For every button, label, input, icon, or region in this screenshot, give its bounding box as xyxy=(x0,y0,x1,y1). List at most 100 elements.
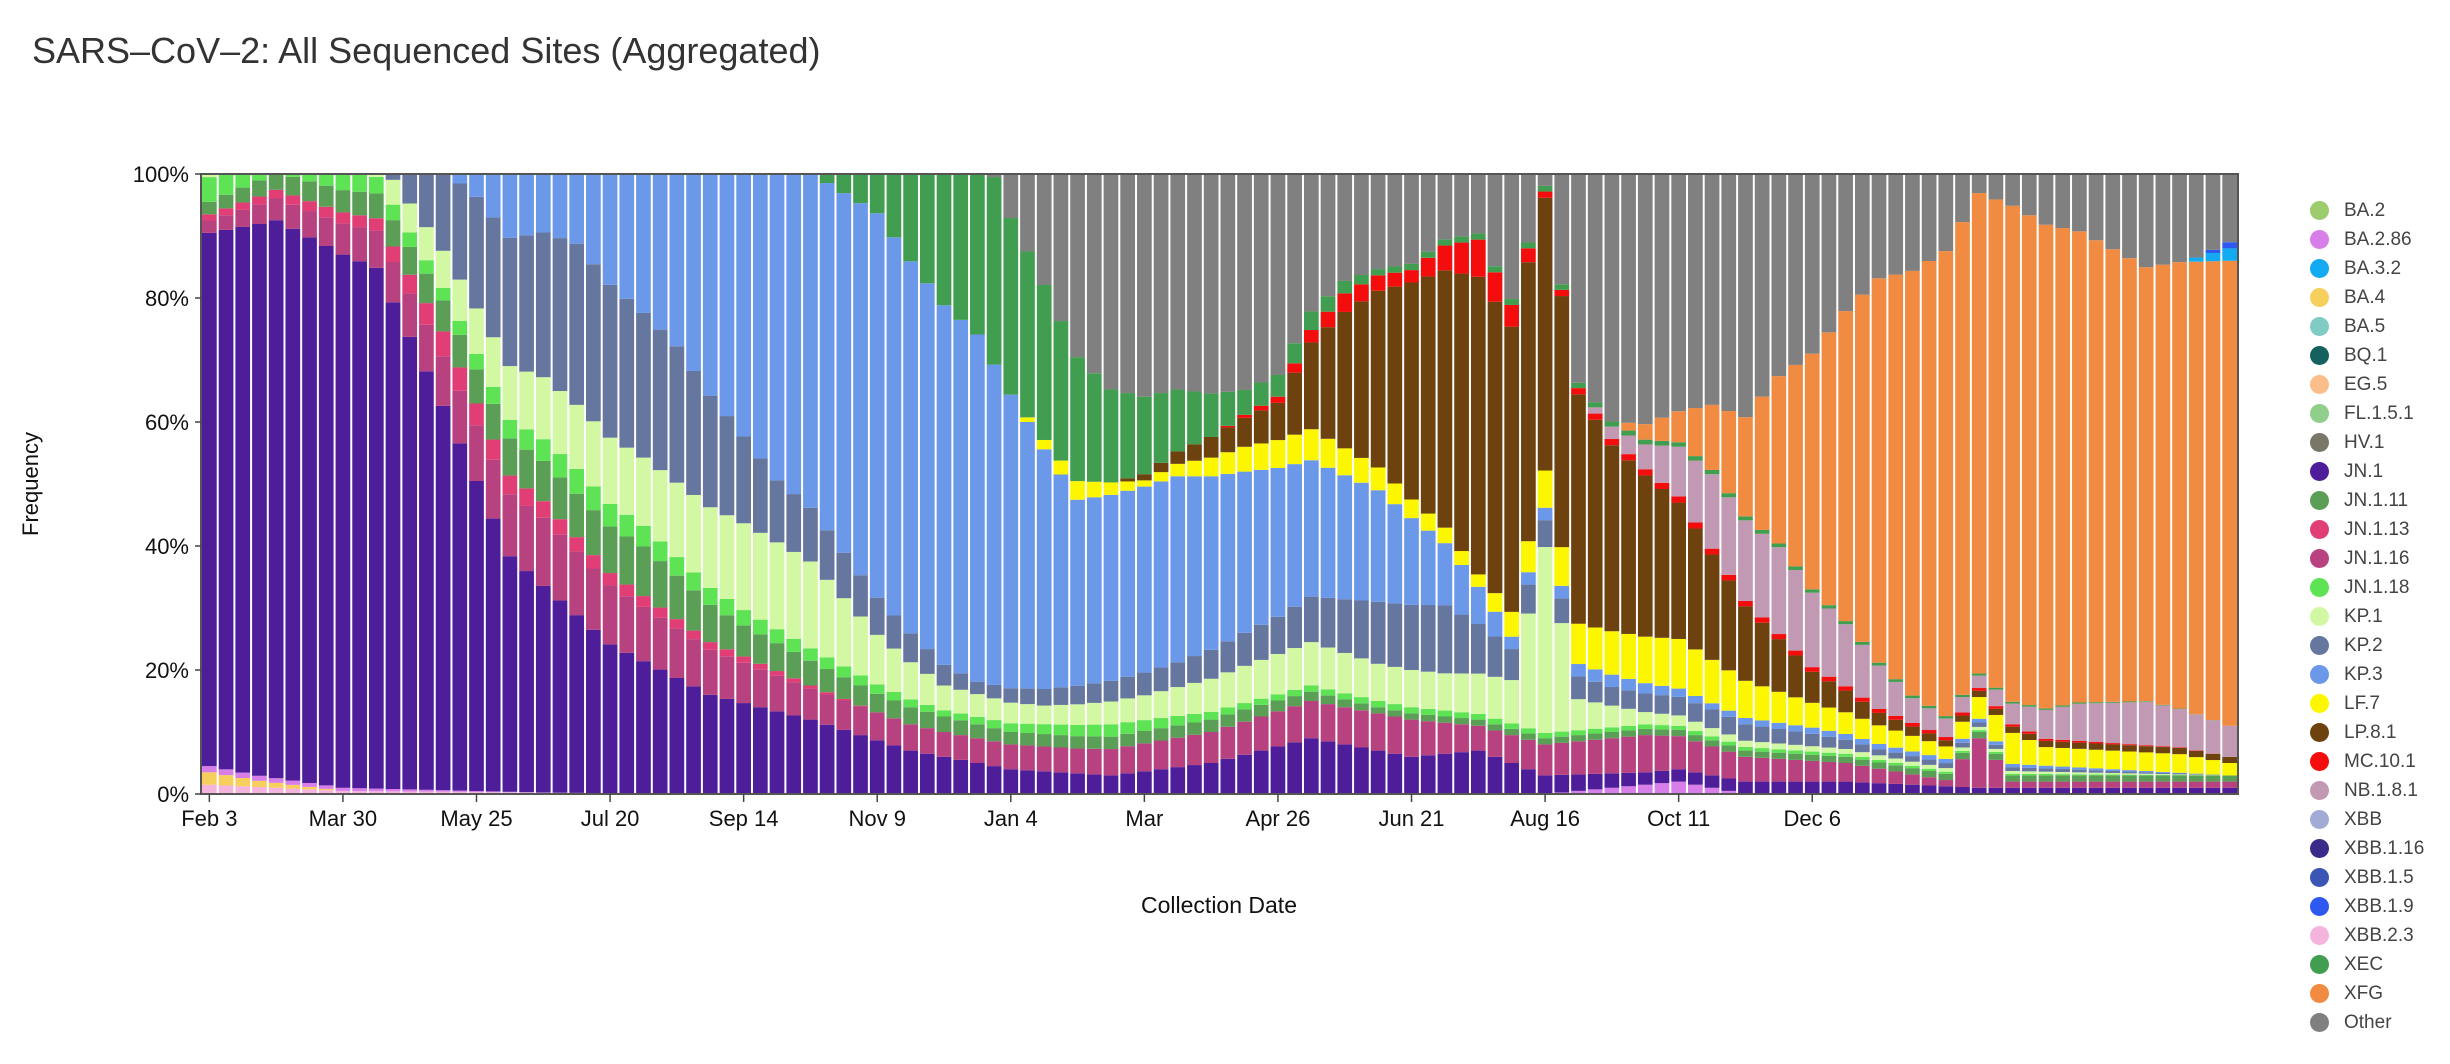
bar-segment xyxy=(1938,786,1954,794)
legend-item[interactable]: MC.10.1 xyxy=(2310,747,2424,776)
legend-item[interactable]: KP.3 xyxy=(2310,660,2424,689)
bar-segment xyxy=(686,494,701,573)
bar-segment xyxy=(469,308,484,354)
bar-segment xyxy=(1420,251,1436,258)
legend-item[interactable]: XEC xyxy=(2310,950,2424,979)
bar-segment xyxy=(1354,697,1369,704)
legend-item[interactable]: JN.1.13 xyxy=(2310,515,2424,544)
bar-segment xyxy=(1971,726,1987,731)
bar-segment xyxy=(1804,754,1820,761)
legend-item[interactable]: XBB.1.16 xyxy=(2310,834,2424,863)
legend-swatch xyxy=(2310,781,2329,800)
bar-segment xyxy=(1604,174,1620,422)
bar-segment xyxy=(1253,382,1269,406)
bar-segment xyxy=(202,772,217,785)
bar-segment xyxy=(1437,605,1453,674)
bar-segment xyxy=(1854,738,1870,745)
legend-item[interactable]: NB.1.8.1 xyxy=(2310,776,2424,805)
legend-item[interactable]: FL.1.5.1 xyxy=(2310,399,2424,428)
bar-segment xyxy=(2038,771,2054,775)
bar-segment xyxy=(502,438,518,476)
bar-segment xyxy=(702,642,718,650)
bar-segment xyxy=(1053,735,1069,748)
bar-segment xyxy=(2038,775,2054,782)
bar-segment xyxy=(2055,774,2071,776)
legend-item[interactable]: XBB.1.5 xyxy=(2310,863,2424,892)
bar-segment xyxy=(1554,289,1570,297)
bar-segment xyxy=(1454,551,1469,565)
bar-segment xyxy=(2155,787,2171,794)
bar-segment xyxy=(1988,744,2004,749)
bar-segment xyxy=(1470,673,1486,714)
bar-segment xyxy=(1654,695,1670,714)
legend-label: LF.7 xyxy=(2344,692,2380,714)
legend-swatch xyxy=(2310,897,2329,916)
bar-segment xyxy=(2021,773,2037,776)
bar-segment xyxy=(2155,774,2171,776)
legend-item[interactable]: JN.1 xyxy=(2310,457,2424,486)
bar-segment xyxy=(1921,260,1937,706)
bar-segment xyxy=(1404,604,1419,670)
legend-item[interactable]: LP.8.1 xyxy=(2310,718,2424,747)
legend-label: BA.4 xyxy=(2344,286,2386,308)
legend-item[interactable]: XBB xyxy=(2310,805,2424,834)
bar-segment xyxy=(652,329,668,471)
legend-item[interactable]: BQ.1 xyxy=(2310,341,2424,370)
legend-item[interactable]: BA.5 xyxy=(2310,312,2424,341)
legend-item[interactable]: Other xyxy=(2310,1008,2424,1037)
bar-segment xyxy=(1738,417,1753,517)
bar-segment xyxy=(1604,426,1620,440)
bar-segment xyxy=(786,651,802,679)
bar-segment xyxy=(1387,272,1403,287)
bar-segment xyxy=(1504,735,1520,763)
plot-frame xyxy=(200,173,2239,795)
bar-segment xyxy=(1070,736,1085,749)
bar-segment xyxy=(318,790,334,795)
legend-item[interactable]: HV.1 xyxy=(2310,428,2424,457)
bar-segment xyxy=(886,237,902,616)
legend-item[interactable]: XBB.1.9 xyxy=(2310,892,2424,921)
bar-segment xyxy=(1621,430,1636,436)
x-axis: Feb 3 Mar 30 May 25 Jul 20 Sep 14 Nov 9 Jan 4 M… xyxy=(181,794,1841,831)
bar-segment xyxy=(2055,741,2071,748)
bar-segment xyxy=(1854,718,1870,739)
bar-segment xyxy=(953,689,969,714)
legend-item[interactable]: KP.1 xyxy=(2310,602,2424,631)
bar-segment xyxy=(1537,185,1553,192)
bar-segment xyxy=(2072,787,2087,794)
legend-item[interactable]: JN.1.16 xyxy=(2310,544,2424,573)
bar-segment xyxy=(1470,239,1486,277)
legend-item[interactable]: JN.1.18 xyxy=(2310,573,2424,602)
bar-segment xyxy=(1587,413,1603,420)
legend-item[interactable]: XBB.2.3 xyxy=(2310,921,2424,950)
bar-segment xyxy=(1153,481,1169,668)
bar-segment xyxy=(1587,739,1603,774)
bar-segment xyxy=(1521,572,1536,585)
bar-segment xyxy=(218,215,234,230)
legend-item[interactable]: EG.5 xyxy=(2310,370,2424,399)
legend-item[interactable]: JN.1.11 xyxy=(2310,486,2424,515)
bar-segment xyxy=(1738,740,1753,747)
bar-segment xyxy=(1320,311,1336,328)
bar-segment xyxy=(1704,775,1720,788)
legend-item[interactable]: LF.7 xyxy=(2310,689,2424,718)
legend-item[interactable]: BA.2.86 xyxy=(2310,225,2424,254)
bar-segment xyxy=(1587,773,1603,790)
legend-item[interactable]: XFG xyxy=(2310,979,2424,1008)
bar-segment xyxy=(1187,174,1202,392)
bar-segment xyxy=(1688,649,1703,696)
legend-item[interactable]: BA.3.2 xyxy=(2310,254,2424,283)
bar-segment xyxy=(1170,737,1186,768)
legend-item[interactable]: BA.4 xyxy=(2310,283,2424,312)
bar-segment xyxy=(218,769,234,776)
legend-item[interactable]: KP.2 xyxy=(2310,631,2424,660)
bar-segment xyxy=(318,206,334,218)
bar-segment xyxy=(2088,781,2104,788)
bar-segment xyxy=(736,662,751,704)
bar-segment xyxy=(869,634,885,685)
bar-segment xyxy=(602,503,618,527)
legend-item[interactable]: BA.2 xyxy=(2310,196,2424,225)
bar-segment xyxy=(602,585,618,645)
bar-segment xyxy=(1320,741,1336,794)
bar-segment xyxy=(803,660,818,686)
